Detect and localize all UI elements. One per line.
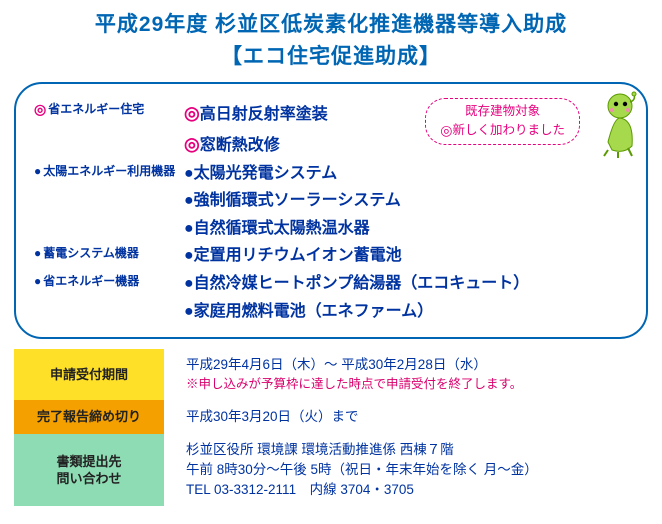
info-row-deadline: 完了報告締め切り 平成30年3月20日（火）まで: [14, 400, 648, 434]
category-items: ●太陽光発電システム ●強制循環式ソーラーシステム ●自然循環式太陽熱温水器: [184, 160, 628, 243]
contact-line: TEL 03-3312-2111 内線 3704・3705: [186, 480, 648, 500]
callout-line2: ◎新しく加わりました: [440, 121, 565, 141]
info-text: 杉並区役所 環境課 環境活動推進係 西棟７階 午前 8時30分～午後 5時（祝日…: [164, 434, 648, 507]
title-main: 平成29年度 杉並区低炭素化推進機器等導入助成: [0, 8, 662, 38]
category-label: ◎省エネルギー住宅: [34, 98, 184, 118]
info-text: 平成29年4月6日（木）～ 平成30年2月28日（水） ※申し込みが予算枠に達し…: [164, 349, 648, 400]
subsidy-item: ●家庭用燃料電池（エネファーム）: [184, 298, 628, 326]
info-row-contact: 書類提出先 問い合わせ 杉並区役所 環境課 環境活動推進係 西棟７階 午前 8時…: [14, 434, 648, 507]
subsidy-item: ●強制循環式ソーラーシステム: [184, 187, 628, 215]
mascot-character-icon: [594, 90, 640, 158]
category-items: ●自然冷媒ヒートポンプ給湯器（エコキュート） ●家庭用燃料電池（エネファーム）: [184, 270, 628, 325]
info-label: 申請受付期間: [14, 349, 164, 400]
subsidy-item: ●自然冷媒ヒートポンプ給湯器（エコキュート）: [184, 270, 628, 298]
category-row: ●太陽エネルギー利用機器 ●太陽光発電システム ●強制循環式ソーラーシステム ●…: [34, 160, 628, 243]
contact-line: 杉並区役所 環境課 環境活動推進係 西棟７階: [186, 440, 648, 460]
period-text: 平成29年4月6日（木）～ 平成30年2月28日（水）: [186, 355, 648, 375]
category-row: ●省エネルギー機器 ●自然冷媒ヒートポンプ給湯器（エコキュート） ●家庭用燃料電…: [34, 270, 628, 325]
info-label: 書類提出先 問い合わせ: [14, 434, 164, 507]
title-block: 平成29年度 杉並区低炭素化推進機器等導入助成 【エコ住宅促進助成】: [0, 0, 662, 74]
category-label: ●蓄電システム機器: [34, 242, 184, 261]
deadline-text: 平成30年3月20日（火）まで: [186, 407, 648, 427]
new-addition-callout: 既存建物対象 ◎新しく加わりました: [425, 98, 580, 145]
subsidy-item: ●定置用リチウムイオン蓄電池: [184, 242, 628, 270]
callout-line1: 既存建物対象: [440, 103, 565, 121]
info-row-period: 申請受付期間 平成29年4月6日（木）～ 平成30年2月28日（水） ※申し込み…: [14, 349, 648, 400]
category-items: ●定置用リチウムイオン蓄電池: [184, 242, 628, 270]
info-block: 申請受付期間 平成29年4月6日（木）～ 平成30年2月28日（水） ※申し込み…: [14, 349, 648, 506]
subsidy-items-box: 既存建物対象 ◎新しく加わりました ◎省エネルギー住宅 ◎高日射反射率塗装 ◎窓…: [14, 82, 648, 339]
category-row: ●蓄電システム機器 ●定置用リチウムイオン蓄電池: [34, 242, 628, 270]
contact-line: 午前 8時30分～午後 5時（祝日・年末年始を除く 月～金）: [186, 460, 648, 480]
info-label: 完了報告締め切り: [14, 400, 164, 434]
category-label: ●太陽エネルギー利用機器: [34, 160, 184, 179]
period-warning: ※申し込みが予算枠に達した時点で申請受付を終了します。: [186, 375, 648, 394]
category-label: ●省エネルギー機器: [34, 270, 184, 289]
subsidy-item: ●太陽光発電システム: [184, 160, 628, 188]
subsidy-item: ●自然循環式太陽熱温水器: [184, 215, 628, 243]
info-text: 平成30年3月20日（火）まで: [164, 400, 648, 434]
title-sub: 【エコ住宅促進助成】: [0, 40, 662, 70]
